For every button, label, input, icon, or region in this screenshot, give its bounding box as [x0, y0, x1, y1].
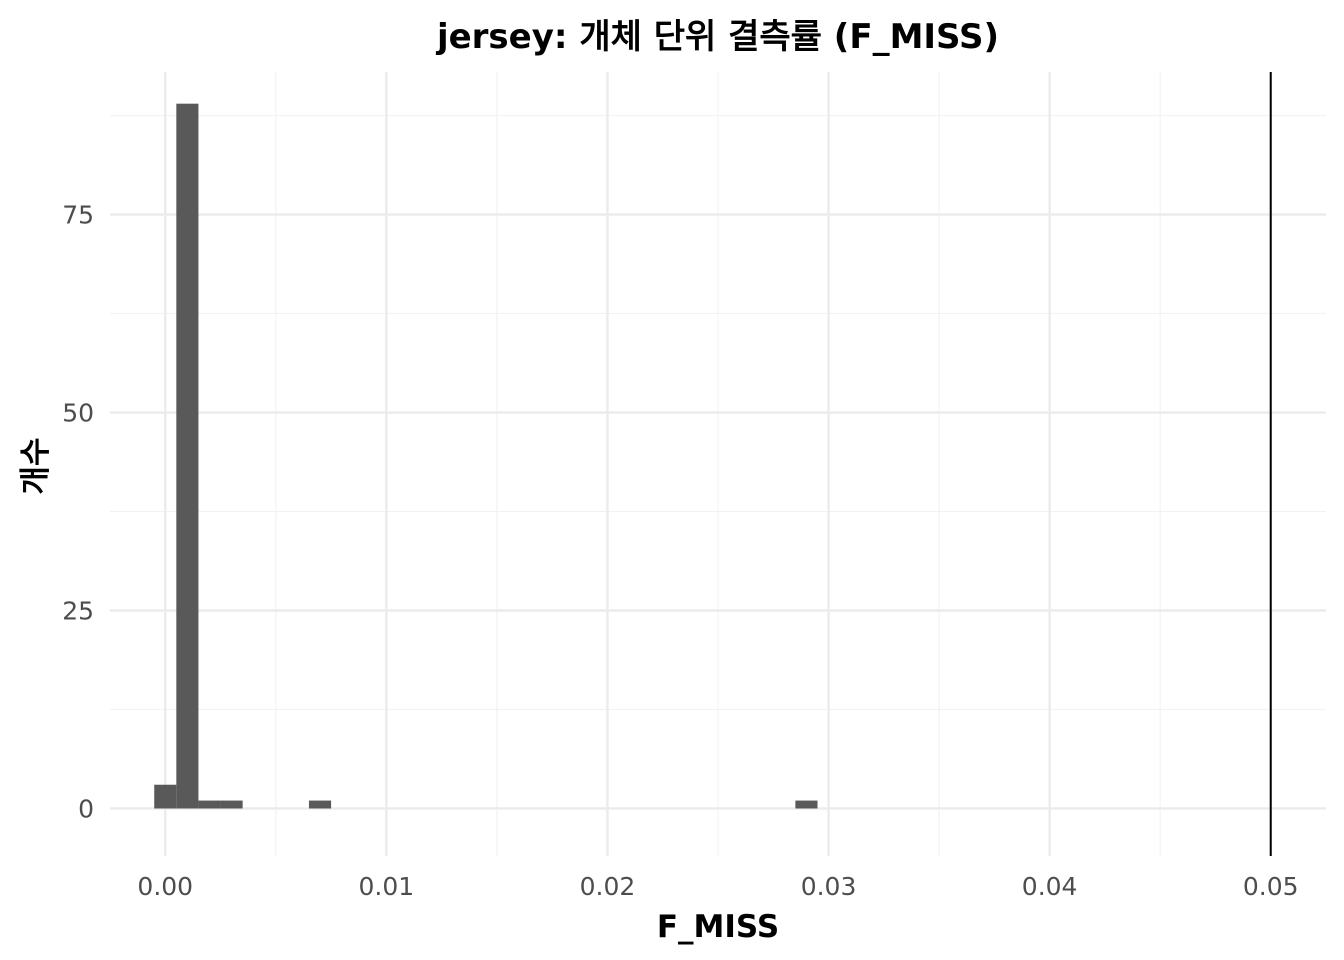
x-axis-ticks: 0.00 0.01 0.02 0.03 0.04 0.05: [137, 872, 1298, 901]
y-axis-ticks: 0 25 50 75: [62, 201, 94, 824]
y-tick-label: 25: [62, 597, 94, 626]
histogram-bar: [198, 800, 221, 809]
histogram-bars: [154, 103, 818, 809]
histogram-bar: [308, 800, 332, 809]
grid: [110, 72, 1326, 856]
histogram-bar: [220, 800, 243, 809]
y-tick-label: 75: [62, 201, 94, 230]
x-axis-title: F_MISS: [657, 909, 779, 945]
y-axis-title: 개수: [18, 437, 54, 494]
histogram-bar: [795, 800, 818, 809]
x-tick-label: 0.03: [801, 872, 857, 901]
x-tick-label: 0.05: [1243, 872, 1299, 901]
x-tick-label: 0.01: [359, 872, 415, 901]
x-tick-label: 0.04: [1022, 872, 1078, 901]
histogram-bar: [154, 784, 177, 809]
y-tick-label: 50: [62, 399, 94, 428]
histogram-bar: [176, 103, 199, 809]
y-tick-label: 0: [78, 794, 94, 823]
x-tick-label: 0.00: [137, 872, 193, 901]
x-tick-label: 0.02: [580, 872, 636, 901]
chart-title: jersey: 개체 단위 결측률 (F_MISS): [435, 17, 999, 57]
